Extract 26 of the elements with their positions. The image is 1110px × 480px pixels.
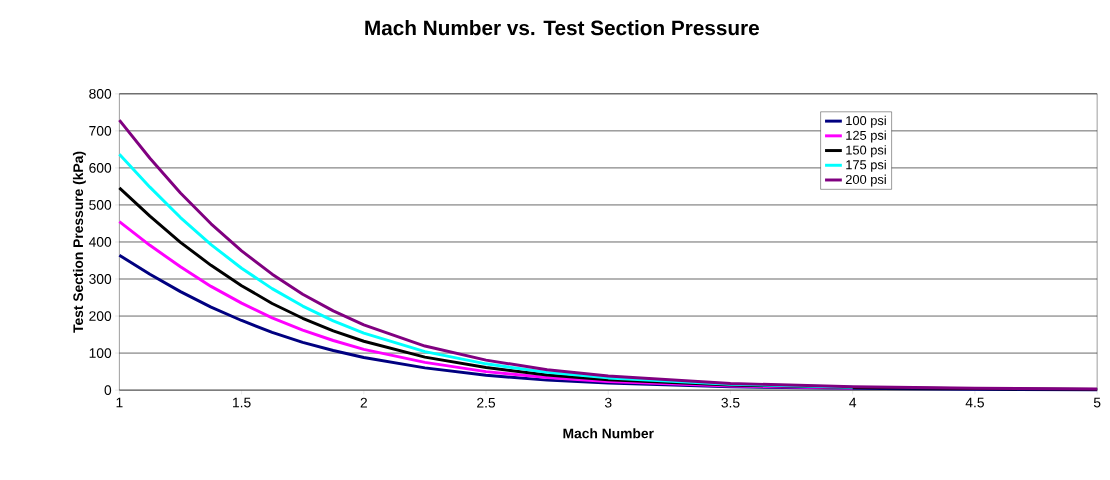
legend-label: 100 psi — [846, 115, 886, 128]
x-axis-title: Mach Number — [563, 428, 654, 439]
y-tick-label: 800 — [89, 88, 112, 99]
x-tick-label: 1.5 — [233, 397, 251, 408]
legend-label: 175 psi — [846, 159, 886, 172]
x-tick-label: 3.5 — [721, 397, 740, 408]
chart-title: Mach Number vs. Test Section Pressure — [365, 20, 759, 36]
x-tick-label: 5 — [1093, 397, 1101, 408]
y-tick-label: 300 — [89, 274, 112, 284]
y-tick-label: 600 — [89, 163, 112, 173]
y-axis-title: Test Section Pressure (kPa) — [72, 151, 86, 333]
y-tick-label: 200 — [89, 311, 112, 321]
x-tick-label: 2.5 — [477, 397, 496, 408]
legend-label: 200 psi — [845, 174, 886, 187]
y-tick-label: 400 — [88, 237, 112, 247]
legend-label: 125 psi — [846, 130, 886, 143]
x-tick-label: 4 — [849, 397, 857, 408]
x-tick-label: 1 — [116, 397, 123, 408]
x-tick-label: 3 — [604, 397, 612, 408]
x-tick-label: 2 — [360, 397, 367, 408]
y-tick-label: 100 — [89, 348, 112, 358]
legend-label: 150 psi — [846, 145, 886, 158]
y-tick-label: 0 — [104, 385, 112, 396]
y-tick-label: 700 — [89, 125, 112, 136]
y-tick-label: 500 — [89, 200, 112, 210]
x-tick-label: 4.5 — [965, 397, 984, 408]
